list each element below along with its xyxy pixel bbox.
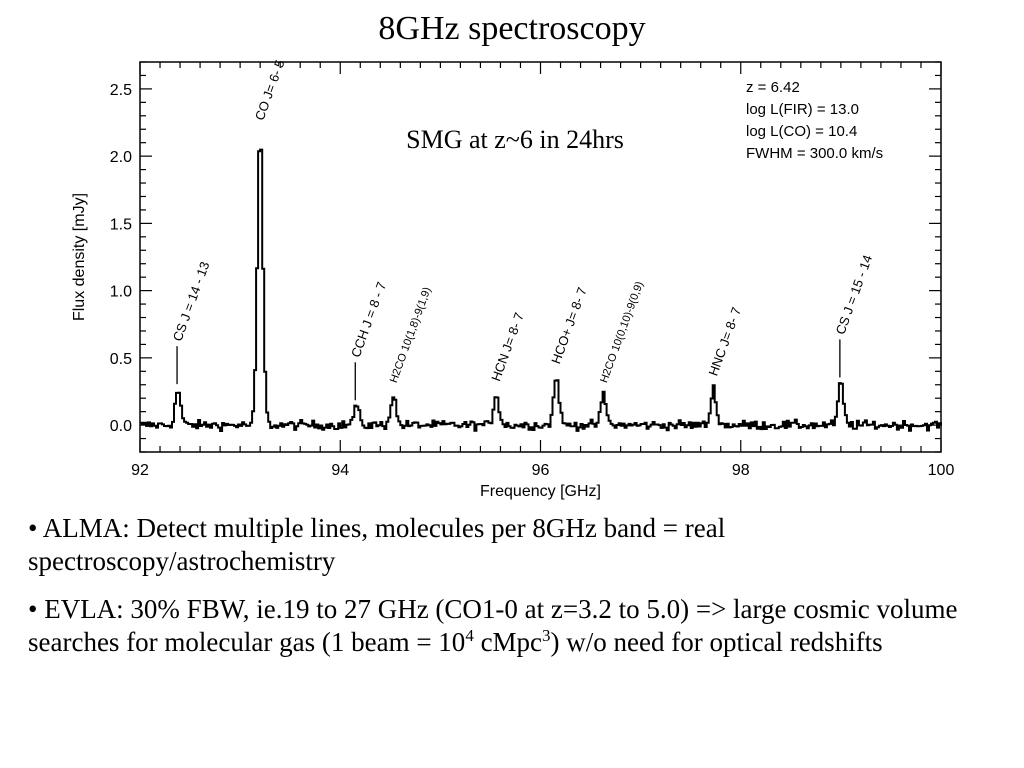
y-axis-label: Flux density [mJy]: [71, 193, 88, 321]
line-label: H2CO 10(0,10)-9(0,9): [598, 280, 646, 385]
parameter-box: z = 6.42 log L(FIR) = 13.0 log L(CO) = 10.…: [746, 79, 883, 162]
x-tick-label: 100: [928, 462, 955, 479]
bullet-evla-sup-2: 3: [542, 626, 551, 645]
bullet-evla: • EVLA: 30% FBW, ie.19 to 27 GHz (CO1-0 …: [28, 593, 1003, 659]
spectrum-series-line: [140, 148, 942, 432]
bullet-evla-sup-1: 4: [465, 626, 474, 645]
line-label: H2CO 10(1,8)-9(1,9): [388, 286, 434, 385]
x-tick-label: 98: [732, 462, 750, 479]
y-tick-label: 1.0: [110, 284, 132, 301]
axis-tick-labels: 92 94 96 98 100 0.0 0.5 1.0 1.5 2.0 2.5: [110, 82, 955, 479]
y-tick-label: 0.0: [110, 418, 132, 435]
x-axis-label: Frequency [GHz]: [480, 483, 601, 500]
line-label: CCH J = 8 - 7: [348, 280, 389, 359]
slide-title: 8GHz spectroscopy: [378, 10, 646, 47]
axis-ticks: [139, 61, 942, 453]
line-label: CS J = 15 - 14: [833, 253, 876, 337]
y-tick-label: 2.5: [110, 82, 132, 99]
parameter-text: z = 6.42: [746, 79, 800, 96]
bullet-evla-text-1: • EVLA: 30% FBW, ie.19 to 27 GHz (CO1-0 …: [28, 594, 958, 657]
chart-annotation: SMG at z~6 in 24hrs: [406, 125, 624, 154]
y-tick-label: 2.0: [110, 149, 132, 166]
x-tick-label: 96: [532, 462, 550, 479]
y-tick-label: 1.5: [110, 216, 132, 233]
line-label: HNC J= 8- 7: [705, 305, 744, 378]
bullet-evla-text-3: ) w/o need for optical redshifts: [550, 627, 883, 657]
bullet-evla-text-2: cMpc: [473, 627, 543, 657]
spectrum-chart: 92 94 96 98 100 0.0 0.5 1.0 1.5 2.0 2.5 CS J = 14 …: [71, 58, 955, 500]
x-tick-label: 94: [331, 462, 349, 479]
line-label: CO J= 6- 5: [252, 58, 288, 123]
y-tick-label: 0.5: [110, 351, 132, 368]
line-label: HCO+ J= 8- 7: [548, 285, 590, 365]
parameter-text: log L(FIR) = 13.0: [746, 101, 859, 118]
parameter-text: log L(CO) = 10.4: [746, 123, 857, 140]
x-tick-label: 92: [131, 462, 149, 479]
parameter-text: FWHM = 300.0 km/s: [746, 145, 883, 162]
line-label: HCN J= 8- 7: [488, 311, 527, 384]
line-label: CS J = 14 - 13: [170, 260, 213, 344]
bullet-list: • ALMA: Detect multiple lines, molecules…: [28, 512, 1003, 674]
bullet-alma: • ALMA: Detect multiple lines, molecules…: [28, 513, 726, 576]
